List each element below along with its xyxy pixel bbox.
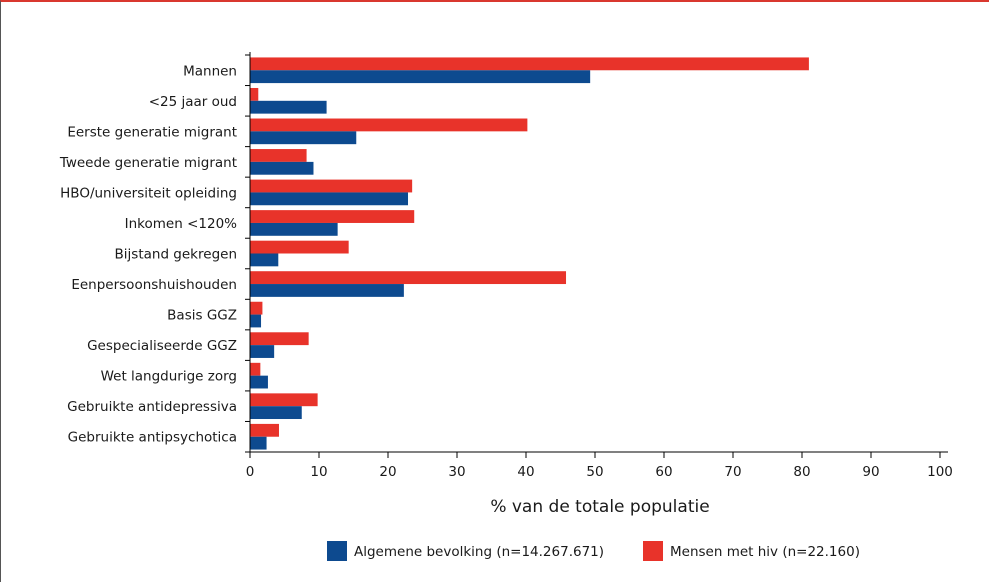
x-axis-label: % van de totale populatie <box>490 497 709 517</box>
x-tick-label: 10 <box>310 464 327 480</box>
category-label: HBO/universiteit opleiding <box>60 185 237 201</box>
category-label: Bijstand gekregen <box>115 247 237 263</box>
bar-hiv-11 <box>250 393 318 407</box>
bar-hiv-10 <box>250 362 261 376</box>
x-tick-label: 70 <box>724 464 741 480</box>
legend: Algemene bevolking (n=14.267.671) Mensen … <box>327 541 860 561</box>
bar-hiv-7 <box>250 271 567 285</box>
bar-hiv-0 <box>250 57 809 71</box>
category-label: Eenpersoonshuishouden <box>71 277 237 293</box>
legend-swatch <box>643 541 663 561</box>
axes-group <box>245 52 948 458</box>
bar-hiv-2 <box>250 118 528 132</box>
bar-general-0 <box>250 70 591 84</box>
x-tick-label: 60 <box>655 464 672 480</box>
x-tick-label: 40 <box>517 464 534 480</box>
bar-general-2 <box>250 131 357 145</box>
x-tick-label: 30 <box>448 464 465 480</box>
bar-general-8 <box>250 314 262 328</box>
bar-hiv-8 <box>250 301 263 315</box>
bar-hiv-9 <box>250 332 309 346</box>
category-label: Basis GGZ <box>167 308 237 324</box>
bar-hiv-4 <box>250 179 413 193</box>
bar-general-5 <box>250 222 338 236</box>
bars-group <box>250 57 809 450</box>
category-label: Gebruikte antipsychotica <box>68 430 237 446</box>
x-tick-label: 80 <box>793 464 810 480</box>
category-label: Mannen <box>183 63 237 79</box>
bar-general-12 <box>250 436 267 450</box>
legend-swatch <box>327 541 347 561</box>
bar-hiv-1 <box>250 87 259 101</box>
x-tick-label: 20 <box>379 464 396 480</box>
category-label: Eerste generatie migrant <box>67 124 237 140</box>
bar-general-3 <box>250 161 314 175</box>
bar-general-10 <box>250 375 268 389</box>
category-label: Gespecialiseerde GGZ <box>87 338 237 354</box>
x-tick-labels: 0 10 20 30 40 50 60 70 80 90 100 <box>246 464 953 480</box>
bar-hiv-3 <box>250 149 307 162</box>
bar-general-6 <box>250 253 279 267</box>
category-label: Wet langdurige zorg <box>101 369 237 385</box>
x-tick-label: 50 <box>586 464 603 480</box>
category-label: Inkomen <120% <box>125 216 238 232</box>
bar-general-7 <box>250 284 404 297</box>
category-label: Tweede generatie migrant <box>59 155 237 171</box>
bar-general-11 <box>250 406 302 420</box>
bar-general-4 <box>250 192 409 206</box>
category-label: <25 jaar oud <box>149 94 237 110</box>
x-tick-label: 90 <box>862 464 879 480</box>
bar-general-9 <box>250 345 275 358</box>
bar-general-1 <box>250 100 327 114</box>
bar-hiv-5 <box>250 210 415 223</box>
category-labels: Mannen <25 jaar oud Eerste generatie migra… <box>59 63 237 445</box>
bar-hiv-6 <box>250 240 349 254</box>
legend-label: Algemene bevolking (n=14.267.671) <box>354 544 604 560</box>
x-tick-label: 0 <box>246 464 255 480</box>
legend-label: Mensen met hiv (n=22.160) <box>670 544 860 560</box>
category-label: Gebruikte antidepressiva <box>67 399 237 415</box>
bar-hiv-12 <box>250 423 279 437</box>
x-tick-label: 100 <box>927 464 953 480</box>
